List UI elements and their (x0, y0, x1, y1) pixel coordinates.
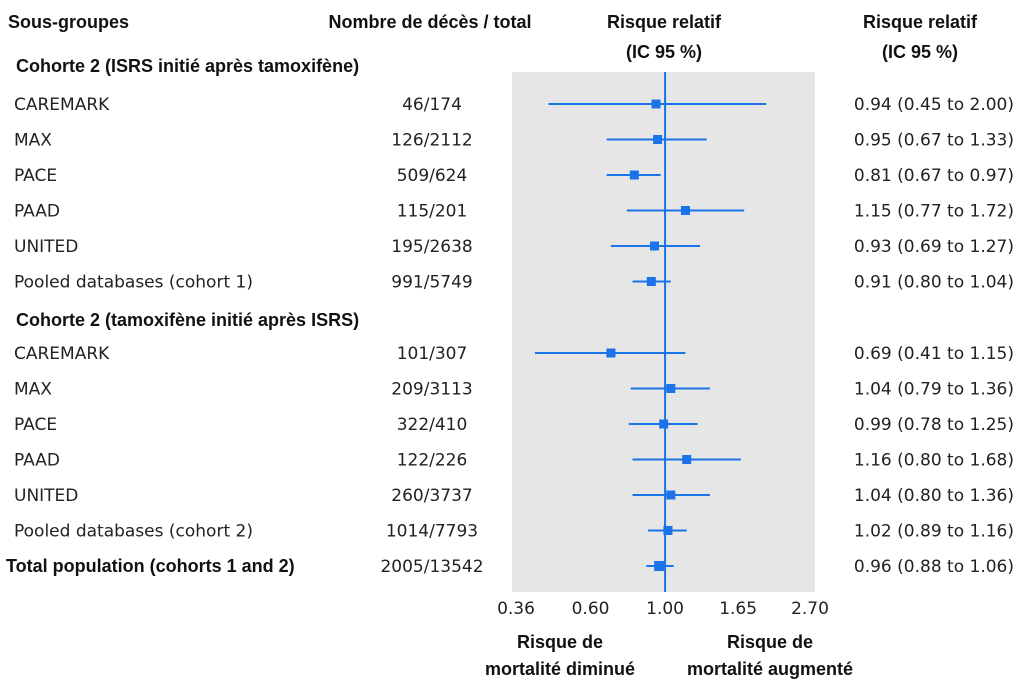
row-deaths: 195/2638 (391, 237, 472, 257)
row-label: MAX (14, 131, 52, 151)
point-estimate (666, 490, 676, 500)
header-subgroups: Sous-groupes (8, 12, 129, 32)
row-label: Total population (cohorts 1 and 2) (6, 556, 295, 576)
row-label: UNITED (14, 486, 78, 506)
row-ci-text: 1.04 (0.79 to 1.36) (854, 380, 1014, 400)
annotation-increased-line1: Risque de (727, 632, 813, 652)
forest-marks (534, 72, 767, 592)
point-estimate (682, 455, 692, 464)
point-estimate (680, 206, 690, 215)
point-estimate (606, 348, 616, 358)
annotation-decreased-line1: Risque de (517, 632, 603, 652)
row-ci-text: 0.94 (0.45 to 2.00) (854, 95, 1014, 115)
point-estimate (649, 241, 659, 251)
row-label: PAAD (14, 451, 60, 471)
row-ci-text: 1.15 (0.77 to 1.72) (854, 202, 1014, 222)
x-tick-label: 1.65 (719, 599, 757, 619)
point-estimate (654, 561, 665, 571)
row-label: PACE (14, 415, 57, 435)
point-estimate (663, 526, 673, 535)
row-deaths: 2005/13542 (380, 557, 483, 577)
row-deaths: 1014/7793 (386, 522, 478, 542)
point-estimate (666, 384, 676, 393)
row-ci-text: 1.16 (0.80 to 1.68) (854, 451, 1014, 471)
row-ci-text: 0.99 (0.78 to 1.25) (854, 415, 1014, 435)
header-rr-plot-line2: (IC 95 %) (626, 42, 702, 62)
point-estimate (629, 170, 639, 180)
point-estimate (651, 99, 661, 109)
row-deaths: 322/410 (397, 415, 468, 435)
x-tick-label: 0.60 (572, 599, 610, 619)
row-deaths: 260/3737 (391, 486, 472, 506)
header-rr-text-line2: (IC 95 %) (882, 42, 958, 62)
header-deaths: Nombre de décès / total (328, 12, 531, 32)
section-title-2: Cohorte 2 (tamoxifène initié après ISRS) (16, 310, 359, 330)
row-deaths: 122/226 (397, 451, 468, 471)
point-estimate (653, 135, 663, 144)
row-deaths: 209/3113 (391, 380, 472, 400)
row-ci-text: 1.04 (0.80 to 1.36) (854, 486, 1014, 506)
x-tick-label: 0.36 (497, 599, 535, 619)
row-deaths: 46/174 (402, 95, 462, 115)
row-ci-text: 0.96 (0.88 to 1.06) (854, 557, 1014, 577)
row-label: CAREMARK (14, 95, 110, 115)
row-label: PAAD (14, 202, 60, 222)
section-title-1: Cohorte 2 (ISRS initié après tamoxifène) (16, 56, 359, 76)
point-estimate (659, 419, 669, 429)
row-ci-text: 0.91 (0.80 to 1.04) (854, 273, 1014, 293)
point-estimate (646, 277, 656, 286)
row-label: UNITED (14, 237, 78, 257)
annotation-decreased-line2: mortalité diminué (485, 659, 635, 679)
row-ci-text: 0.69 (0.41 to 1.15) (854, 344, 1014, 364)
row-label: PACE (14, 166, 57, 186)
forest-rows: CAREMARK 46/174 0.94 (0.45 to 2.00) MAX 126/… (6, 95, 1014, 577)
annotation-increased-line2: mortalité augmenté (687, 659, 853, 679)
row-ci-text: 0.93 (0.69 to 1.27) (854, 237, 1014, 257)
plot-panel (512, 72, 815, 592)
x-axis: 0.36 0.60 1.00 1.65 2.70 (497, 599, 829, 619)
row-ci-text: 0.81 (0.67 to 0.97) (854, 166, 1014, 186)
row-deaths: 101/307 (397, 344, 468, 364)
x-tick-label: 1.00 (646, 599, 684, 619)
row-label: MAX (14, 380, 52, 400)
row-deaths: 115/201 (397, 202, 468, 222)
x-tick-label: 2.70 (791, 599, 829, 619)
row-ci-text: 1.02 (0.89 to 1.16) (854, 522, 1014, 542)
row-deaths: 509/624 (397, 166, 468, 186)
row-label: Pooled databases (cohort 1) (14, 273, 253, 293)
header-rr-plot-line1: Risque relatif (607, 12, 722, 32)
row-deaths: 991/5749 (391, 273, 472, 293)
row-deaths: 126/2112 (391, 131, 472, 151)
row-label: Pooled databases (cohort 2) (14, 522, 253, 542)
row-ci-text: 0.95 (0.67 to 1.33) (854, 131, 1014, 151)
row-label: CAREMARK (14, 344, 110, 364)
header-rr-text-line1: Risque relatif (863, 12, 978, 32)
